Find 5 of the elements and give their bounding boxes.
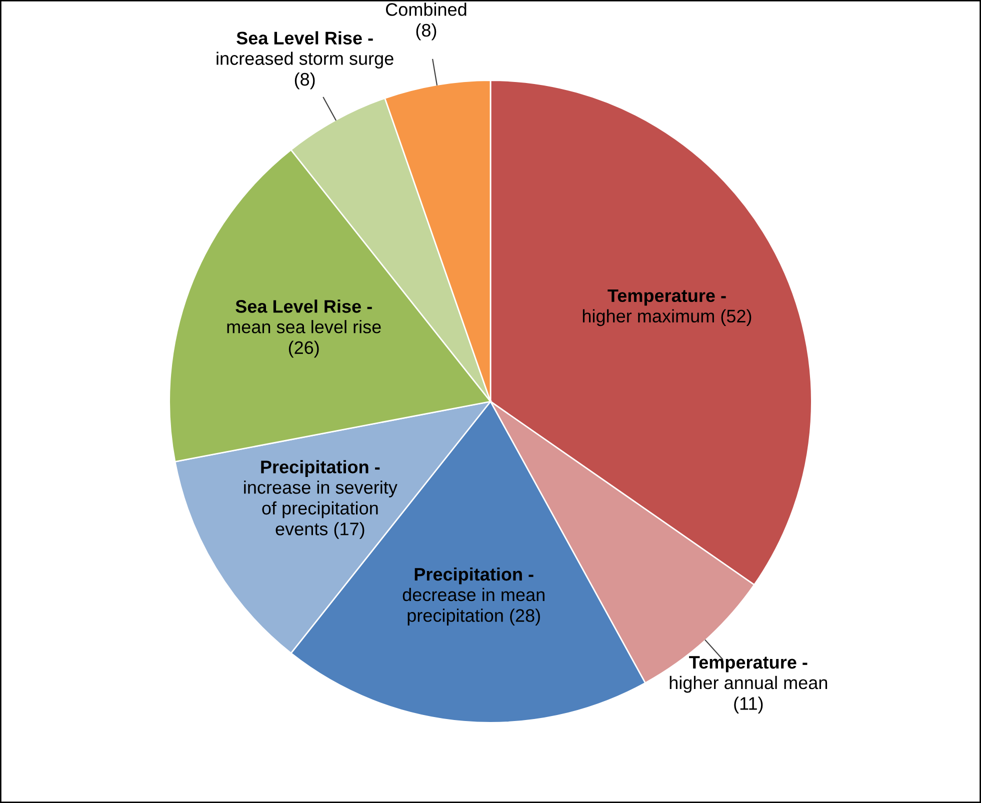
slice-label: Sea Level Rise - mean sea level rise (26) bbox=[227, 300, 381, 358]
slice-label: Precipitation - decrease in mean precipitation (28) bbox=[402, 567, 544, 626]
slice-label: Temperature - higher annual mean (11) bbox=[670, 656, 828, 714]
slice-label: Precipitation - increase in severity of precipitation events (17) bbox=[244, 460, 398, 539]
slice-label: Temperature - higher maximum (52) bbox=[582, 289, 752, 326]
